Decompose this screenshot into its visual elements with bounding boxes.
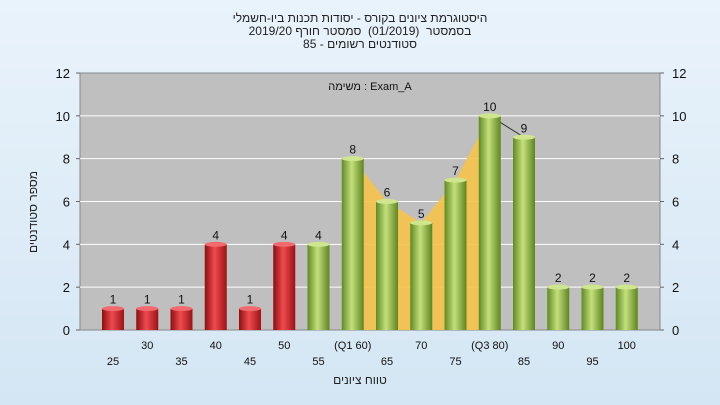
x-tick-label: 55 bbox=[312, 356, 324, 368]
data-label: 7 bbox=[452, 164, 459, 178]
y-tick-label-left: 12 bbox=[56, 66, 70, 81]
bar bbox=[376, 201, 398, 330]
bar-top bbox=[204, 241, 227, 247]
y-tick-label-right: 12 bbox=[672, 66, 686, 81]
bar bbox=[102, 308, 124, 330]
y-tick-label-left: 4 bbox=[63, 237, 70, 252]
y-tick-label-left: 2 bbox=[63, 280, 70, 295]
bar-top bbox=[307, 241, 330, 247]
bar bbox=[547, 287, 570, 330]
x-tick-label: (Q3 80) bbox=[471, 340, 508, 352]
data-label: 1 bbox=[247, 293, 254, 307]
y-tick-label-right: 10 bbox=[672, 109, 686, 124]
bar bbox=[615, 287, 638, 330]
data-label: 2 bbox=[555, 271, 562, 285]
data-label: 2 bbox=[623, 271, 630, 285]
data-label: 4 bbox=[281, 228, 288, 242]
bar-top bbox=[513, 134, 535, 140]
y-tick-label-right: 2 bbox=[672, 280, 679, 295]
task-annotation: משימה : Exam_A bbox=[328, 81, 412, 93]
bar-top bbox=[478, 113, 501, 119]
data-label: 6 bbox=[384, 186, 391, 200]
data-label: 8 bbox=[349, 143, 356, 157]
bar-top bbox=[102, 306, 124, 312]
x-tick-label: 25 bbox=[107, 356, 119, 368]
data-label: 2 bbox=[589, 271, 596, 285]
bar bbox=[307, 244, 330, 330]
bar-top bbox=[444, 177, 467, 183]
y-tick-label-left: 8 bbox=[63, 152, 70, 167]
bar-top bbox=[615, 284, 638, 290]
bar-top bbox=[581, 284, 604, 290]
y-tick-label-right: 6 bbox=[672, 195, 679, 210]
x-tick-label: (Q1 60) bbox=[334, 340, 371, 352]
chart-title-line-3: סטודנטים רשומים - 85 bbox=[303, 37, 417, 51]
data-label: 9 bbox=[521, 121, 528, 135]
data-label: 5 bbox=[418, 207, 425, 221]
data-label: 1 bbox=[110, 293, 117, 307]
x-tick-label: 75 bbox=[449, 356, 461, 368]
bar bbox=[410, 222, 433, 330]
bar bbox=[136, 308, 159, 330]
y-tick-label-left: 10 bbox=[56, 109, 70, 124]
bar bbox=[478, 115, 501, 330]
bar-top bbox=[547, 284, 570, 290]
x-tick-label: 70 bbox=[415, 340, 427, 352]
x-tick-label: 45 bbox=[244, 356, 256, 368]
bar-top bbox=[341, 156, 364, 162]
x-tick-label: 50 bbox=[278, 340, 290, 352]
chart-title-line-1: היסטוגרמת ציונים בקורס - יסודות תכנות בי… bbox=[232, 11, 488, 25]
data-label: 1 bbox=[178, 293, 185, 307]
y-tick-label-right: 4 bbox=[672, 237, 679, 252]
bar-top bbox=[410, 220, 433, 226]
bar bbox=[341, 158, 364, 330]
x-tick-label: 85 bbox=[518, 356, 530, 368]
bar bbox=[444, 180, 467, 330]
bar bbox=[170, 308, 193, 330]
data-label: 4 bbox=[212, 228, 219, 242]
bar-top bbox=[376, 199, 398, 204]
x-tick-label: 30 bbox=[141, 340, 153, 352]
data-label: 4 bbox=[315, 228, 322, 242]
bar bbox=[273, 244, 296, 330]
bar bbox=[581, 287, 604, 330]
chart-title-line-2: בסמסטר (01/2019) סמסטר חורף 2019/20 bbox=[248, 24, 472, 38]
bars-layer bbox=[102, 113, 638, 330]
x-tick-label: 65 bbox=[381, 356, 393, 368]
bar-top bbox=[273, 241, 296, 247]
x-tick-label: 100 bbox=[618, 340, 636, 352]
x-tick-label: 90 bbox=[552, 340, 564, 352]
data-label: 10 bbox=[483, 100, 497, 114]
bar bbox=[204, 244, 227, 330]
bar bbox=[239, 308, 261, 330]
bar-top bbox=[239, 306, 261, 312]
y-tick-label-right: 0 bbox=[672, 323, 679, 338]
bar-top bbox=[170, 306, 193, 312]
x-tick-label: 95 bbox=[586, 356, 598, 368]
x-axis-label: טווח ציונים bbox=[333, 373, 387, 387]
bar bbox=[513, 137, 535, 330]
y-tick-label-left: 6 bbox=[63, 195, 70, 210]
data-label: 1 bbox=[144, 293, 151, 307]
x-tick-label: 40 bbox=[210, 340, 222, 352]
bar-top bbox=[136, 306, 159, 312]
x-tick-label: 35 bbox=[175, 356, 187, 368]
y-tick-label-left: 0 bbox=[63, 323, 70, 338]
y-tick-label-right: 8 bbox=[672, 152, 679, 167]
